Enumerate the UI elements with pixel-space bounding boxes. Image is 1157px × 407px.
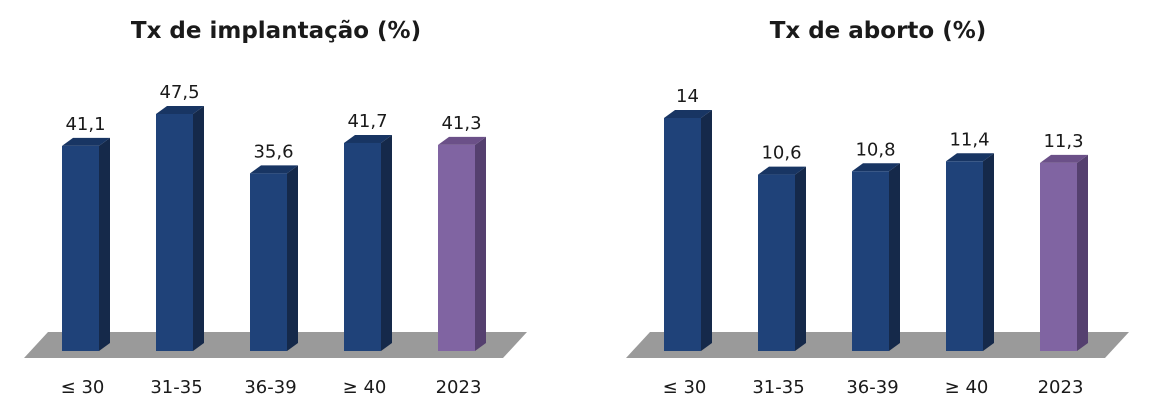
bar-top: [250, 165, 298, 174]
data-label: 10,8: [855, 139, 895, 160]
bar-front: [664, 118, 701, 351]
bar-side: [795, 166, 806, 351]
bar-front: [852, 171, 889, 351]
x-tick-label: ≥ 40: [945, 377, 989, 398]
bar-side: [99, 137, 110, 351]
bar-front: [1040, 162, 1077, 351]
bar-2: [156, 106, 204, 351]
bar-top: [344, 134, 392, 143]
bar-side: [287, 165, 298, 351]
data-label: 14: [676, 86, 699, 107]
bar-1: [664, 110, 712, 351]
bar-top: [1040, 154, 1088, 163]
bar-top: [664, 110, 712, 118]
x-tick-label: 2023: [436, 377, 482, 398]
data-label: 10,6: [761, 143, 801, 164]
x-tick-label: 31-35: [150, 377, 202, 398]
x-tick-label: ≤ 30: [61, 377, 105, 398]
bar-top: [62, 137, 110, 146]
bar-side: [193, 106, 204, 351]
data-label: 11,4: [949, 129, 989, 150]
bar-side: [475, 136, 486, 351]
bar-5: [1040, 154, 1088, 351]
bar-side: [983, 153, 994, 351]
bar-top: [758, 166, 806, 175]
bar-front: [250, 173, 287, 351]
bar-top: [852, 163, 900, 172]
data-label: 35,6: [253, 141, 293, 162]
bar-side: [381, 134, 392, 351]
bar-3: [852, 163, 900, 351]
bar-3: [250, 165, 298, 351]
bar-4: [344, 134, 392, 351]
data-label: 41,7: [347, 111, 387, 132]
bar-front: [344, 142, 381, 351]
x-tick-label: 31-35: [752, 377, 804, 398]
bar-side: [889, 163, 900, 351]
bar-front: [946, 161, 983, 351]
bar-top: [438, 136, 486, 145]
bar-side: [1077, 154, 1088, 351]
bar-top: [946, 153, 994, 162]
chart-panel-2: Tx de aborto (%) 14 ≤ 30 10,6 31-35 10,8 36-39…: [626, 18, 1129, 398]
bar-1: [62, 137, 110, 351]
chart-title: Tx de aborto (%): [770, 18, 987, 44]
data-label: 41,3: [441, 113, 481, 134]
bar-front: [156, 114, 193, 351]
bar-top: [156, 106, 204, 114]
x-tick-label: ≤ 30: [663, 377, 707, 398]
chart-title: Tx de implantação (%): [131, 18, 421, 44]
x-tick-label: 36-39: [244, 377, 296, 398]
x-tick-label: ≥ 40: [343, 377, 387, 398]
bar-front: [758, 174, 795, 351]
x-tick-label: 36-39: [846, 377, 898, 398]
bar-side: [701, 110, 712, 351]
x-tick-label: 2023: [1038, 377, 1084, 398]
data-label: 47,5: [159, 82, 199, 103]
data-label: 11,3: [1043, 131, 1083, 152]
bar-front: [62, 145, 99, 351]
bar-5: [438, 136, 486, 351]
bar-front: [438, 144, 475, 351]
bar-2: [758, 166, 806, 351]
chart-panel-1: Tx de implantação (%) 41,1 ≤ 30 47,5 31-35 35…: [24, 18, 527, 398]
data-label: 41,1: [65, 114, 105, 135]
bar-4: [946, 153, 994, 351]
